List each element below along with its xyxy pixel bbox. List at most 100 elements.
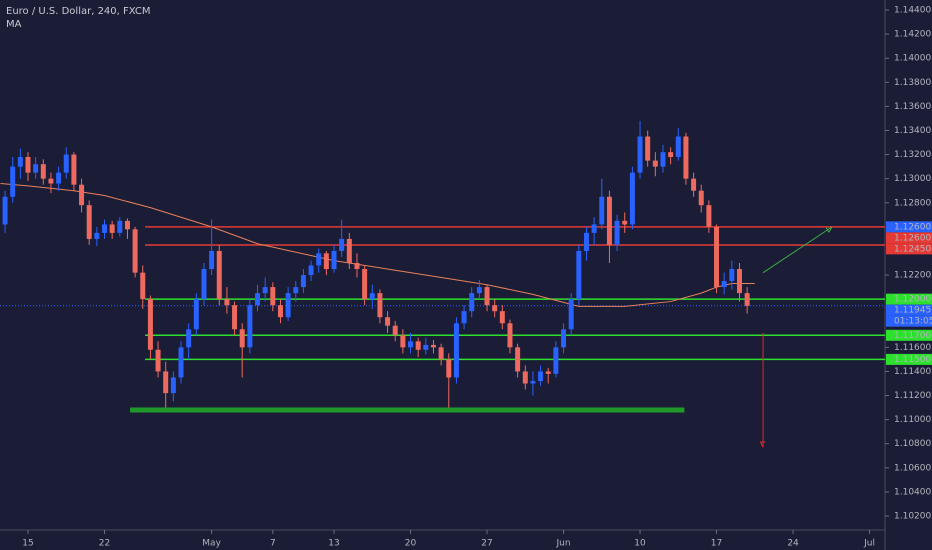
candle-body xyxy=(714,226,720,288)
candle-body xyxy=(476,287,482,294)
candle-body xyxy=(568,299,574,330)
y-tick-label: 1.12800 xyxy=(894,198,931,208)
candle-body xyxy=(461,311,467,324)
candle-body xyxy=(675,136,681,157)
x-tick-label: May xyxy=(202,539,221,549)
candle-body xyxy=(369,293,375,300)
y-tick-label: 1.10400 xyxy=(894,487,931,497)
price-label-box xyxy=(886,329,932,341)
y-tick-label: 1.13600 xyxy=(894,102,931,112)
price-label-box xyxy=(886,293,932,305)
y-tick-label: 1.14400 xyxy=(894,6,931,16)
y-tick-label: 1.13000 xyxy=(894,174,931,184)
candle-body xyxy=(209,250,215,270)
candle-body xyxy=(392,325,398,336)
candle-body xyxy=(247,305,253,348)
price-label-box xyxy=(886,304,932,316)
candle-body xyxy=(40,164,46,179)
price-label-box xyxy=(886,243,932,255)
candle-body xyxy=(270,287,276,306)
x-tick-label: 17 xyxy=(711,539,722,549)
candle-body xyxy=(729,269,735,282)
candle-body xyxy=(430,344,436,348)
y-tick-label: 1.11400 xyxy=(894,367,931,377)
candle-body xyxy=(629,172,635,225)
candle-body xyxy=(645,136,651,161)
candle-body xyxy=(385,317,391,326)
candle-body xyxy=(132,229,138,273)
candle-body xyxy=(124,220,130,230)
candle-body xyxy=(576,250,582,300)
y-tick-label: 1.11600 xyxy=(894,343,931,353)
y-tick-label: 1.14200 xyxy=(894,30,931,40)
candle-body xyxy=(48,178,54,184)
candle-body xyxy=(515,347,521,372)
candle-body xyxy=(102,224,108,233)
candle-body xyxy=(216,250,222,300)
candle-body xyxy=(583,232,589,251)
candle-body xyxy=(614,220,620,245)
candle-body xyxy=(56,172,62,184)
moving-average xyxy=(0,182,755,307)
candle-body xyxy=(606,196,612,245)
price-label: 1.11500 xyxy=(894,355,931,365)
candle-body xyxy=(262,287,268,294)
chart-title: Euro / U.S. Dollar, 240, FXCM xyxy=(6,6,151,17)
x-tick-label: 27 xyxy=(481,539,492,549)
price-label: 1.11700 xyxy=(894,331,931,341)
candle-body xyxy=(186,329,192,348)
arrow-line xyxy=(762,226,833,274)
candle-body xyxy=(163,371,169,394)
candle-body xyxy=(538,371,544,382)
arrow-head xyxy=(825,226,833,233)
candle-body xyxy=(553,347,559,374)
candle-body xyxy=(637,136,643,173)
x-tick-label: 20 xyxy=(405,539,417,549)
candle-body xyxy=(2,196,8,225)
x-tick-label: 13 xyxy=(328,539,339,549)
candle-body xyxy=(362,269,368,300)
x-tick-label: 22 xyxy=(99,539,110,549)
candle-body xyxy=(446,359,452,378)
price-label-box xyxy=(886,353,932,365)
candle-body xyxy=(499,311,505,324)
candle-body xyxy=(492,305,498,312)
candle-body xyxy=(400,335,406,348)
candle-body xyxy=(507,323,513,348)
candle-body xyxy=(469,293,475,312)
y-tick-label: 1.13200 xyxy=(894,150,931,160)
candle-body xyxy=(17,156,23,167)
y-tick-label: 1.14000 xyxy=(894,54,931,64)
y-tick-label: 1.11200 xyxy=(894,391,931,401)
candle-body xyxy=(331,250,337,270)
x-tick-label: 24 xyxy=(787,539,799,549)
price-label: 1.12600 xyxy=(894,233,931,243)
candle-body xyxy=(346,238,352,264)
y-tick-label: 1.10800 xyxy=(894,439,931,449)
x-tick-label: 15 xyxy=(22,539,33,549)
x-tick-label: Jul xyxy=(863,539,875,549)
candle-body xyxy=(277,305,283,318)
candle-body xyxy=(354,263,360,270)
candle-body xyxy=(339,238,345,251)
price-label-box xyxy=(886,221,932,233)
arrow-head xyxy=(759,441,766,448)
candle-body xyxy=(239,329,245,348)
candle-body xyxy=(652,160,658,167)
candle-body xyxy=(668,152,674,157)
candle-body xyxy=(109,224,115,233)
y-tick-label: 1.13400 xyxy=(894,126,931,136)
candle-body xyxy=(147,299,153,350)
candle-body xyxy=(423,344,429,350)
x-tick-label: Jun xyxy=(555,539,570,549)
candle-body xyxy=(561,329,567,348)
candle-body xyxy=(155,349,161,372)
y-tick-label: 1.10600 xyxy=(894,463,931,473)
y-tick-label: 1.10200 xyxy=(894,512,931,522)
candle-body xyxy=(736,269,742,294)
candle-body xyxy=(323,253,329,270)
candle-body xyxy=(706,205,712,227)
candle-body xyxy=(25,156,31,173)
